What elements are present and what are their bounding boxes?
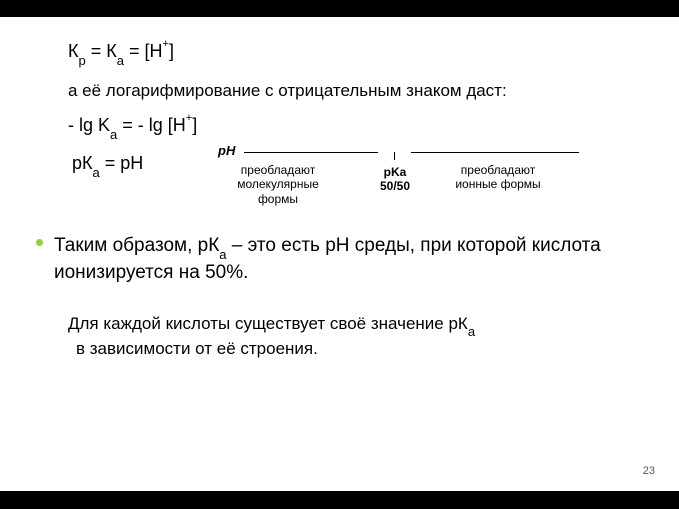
para2-sub: а	[468, 324, 475, 339]
axis-segment-right	[411, 152, 579, 153]
eq1-k2: К	[106, 41, 117, 61]
para2-t1: Для каждой кислоты существует своё значе…	[68, 314, 468, 333]
eq1-k1: К	[68, 41, 79, 61]
axis-label-molecular: преобладают молекулярные формы	[228, 163, 328, 206]
para2-t2: в зависимости от её строения.	[68, 339, 318, 358]
ratio-text: 50/50	[380, 179, 410, 193]
bullet-text: Таким образом, рКа – это есть рН среды, …	[54, 233, 636, 286]
axis-label-pka: pKa 50/50	[358, 165, 432, 194]
text-logarithm: а её логарифмирование с отрицательным зн…	[68, 81, 507, 101]
bullet-icon	[36, 239, 43, 246]
ph-label: pH	[218, 143, 235, 158]
eq4-pre: рК	[72, 153, 93, 173]
eq4-post: = рН	[100, 153, 144, 173]
eq1-sub1: р	[79, 53, 86, 68]
eq3-mid: = - lg [H	[117, 115, 186, 135]
axis-tick	[394, 152, 395, 160]
eq3-sub: a	[110, 127, 117, 142]
equation-lgka: - lg Ka = - lg [H+]	[68, 115, 197, 139]
eq1-eq2: = [H	[124, 41, 163, 61]
eq3-sup: +	[186, 112, 192, 124]
bullet-conclusion: Таким образом, рКа – это есть рН среды, …	[36, 233, 636, 286]
ph-axis-diagram: pH преобладают молекулярные формы pKa 50…	[218, 143, 588, 203]
equation-kp-ka: Кр = Ка = [H+]	[68, 41, 174, 65]
eq4-sub: а	[93, 165, 100, 180]
equation-pka-ph: рКа = рН	[72, 153, 143, 177]
eq3-pre: - lg K	[68, 115, 110, 135]
bullet-t1: Таким образом, рК	[54, 235, 219, 256]
slide: Кр = Ка = [H+] а её логарифмирование с о…	[0, 17, 679, 491]
bullet-sub: а	[219, 247, 226, 262]
text-each-acid: Для каждой кислоты существует своё значе…	[68, 313, 608, 361]
eq1-eq: =	[86, 41, 107, 61]
page-number: 23	[643, 465, 655, 477]
pka-text: pKa	[384, 165, 407, 179]
eq1-sup: +	[163, 38, 169, 50]
slide-content: Кр = Ка = [H+] а её логарифмирование с о…	[0, 17, 679, 491]
eq1-close: ]	[169, 41, 174, 61]
eq3-close: ]	[192, 115, 197, 135]
axis-label-ionic: преобладают ионные формы	[448, 163, 548, 192]
axis-segment-left	[244, 152, 378, 153]
eq1-sub2: а	[117, 53, 124, 68]
